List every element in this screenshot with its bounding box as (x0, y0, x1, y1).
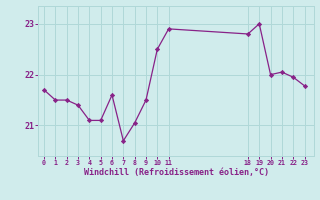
X-axis label: Windchill (Refroidissement éolien,°C): Windchill (Refroidissement éolien,°C) (84, 168, 268, 177)
